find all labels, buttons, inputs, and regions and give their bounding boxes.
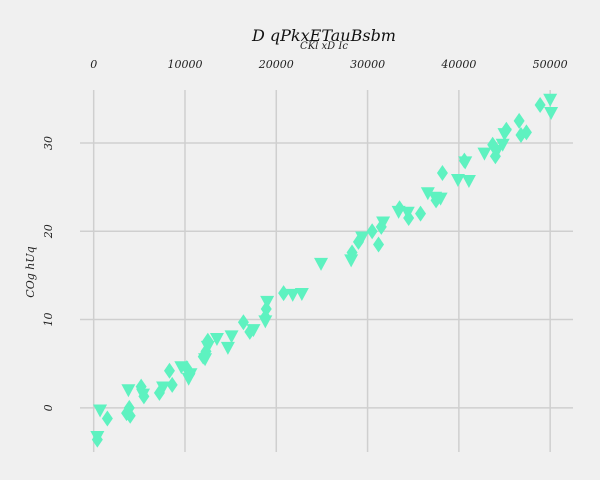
- x-tick-label: 10000: [167, 58, 202, 71]
- triangle-marker: [477, 147, 492, 161]
- triangle-marker: [135, 388, 150, 402]
- triangle-marker: [458, 156, 473, 170]
- diamond-marker: [520, 124, 532, 141]
- y-tick-label: 0: [42, 404, 55, 411]
- diamond-marker: [436, 164, 448, 181]
- diamond-marker: [124, 407, 136, 424]
- triangle-marker: [183, 368, 198, 382]
- diamond-marker: [101, 410, 113, 427]
- triangle-marker: [200, 340, 215, 354]
- triangle-marker: [355, 231, 370, 245]
- point-layer: [90, 93, 559, 448]
- triangle-marker: [450, 174, 465, 188]
- triangle-marker: [314, 257, 329, 271]
- triangle-marker: [224, 330, 239, 344]
- diamond-marker: [373, 236, 385, 253]
- triangle-marker: [490, 144, 505, 158]
- triangle-marker: [174, 361, 189, 375]
- x-tick-label: 30000: [350, 58, 385, 71]
- x-tick-label: 20000: [258, 58, 294, 71]
- diamond-marker: [278, 285, 290, 302]
- triangle-marker: [285, 288, 300, 302]
- y-axis-label: COg hUq: [24, 246, 37, 297]
- diamond-marker: [513, 112, 525, 129]
- triangle-marker: [495, 138, 510, 152]
- tick-layer: 0 10000 20000 30000 40000 50000 0 10 20 30: [42, 58, 568, 411]
- triangle-marker: [433, 192, 448, 206]
- chart-subtitle: CKl xD Ic: [300, 41, 348, 52]
- diamond-marker: [163, 362, 175, 379]
- y-tick-label: 30: [42, 136, 55, 150]
- diamond-marker: [237, 314, 249, 331]
- triangle-marker: [220, 341, 235, 355]
- y-tick-label: 10: [42, 313, 55, 327]
- triangle-marker: [400, 206, 415, 220]
- triangle-marker: [260, 295, 275, 309]
- triangle-marker: [156, 381, 171, 395]
- triangle-marker: [121, 384, 136, 398]
- triangle-marker: [90, 430, 105, 444]
- triangle-marker: [544, 106, 559, 120]
- triangle-marker: [461, 174, 476, 188]
- triangle-marker: [246, 324, 261, 338]
- triangle-marker: [209, 332, 224, 346]
- x-tick-label: 40000: [440, 58, 476, 71]
- triangle-marker: [420, 187, 435, 201]
- x-tick-label: 50000: [533, 58, 568, 71]
- diamond-marker: [415, 205, 427, 222]
- triangle-marker: [344, 254, 359, 268]
- chart-title: D qPkxETauBsbm: [251, 26, 396, 45]
- grid-layer: [80, 90, 573, 452]
- triangle-marker: [294, 287, 309, 301]
- triangle-marker: [543, 93, 558, 107]
- triangle-marker: [497, 128, 512, 142]
- diamond-marker: [534, 97, 546, 114]
- triangle-marker: [198, 353, 213, 367]
- diamond-marker: [366, 223, 378, 240]
- triangle-marker: [258, 315, 273, 329]
- triangle-marker: [93, 404, 108, 418]
- y-tick-label: 20: [42, 224, 55, 239]
- diamond-marker: [166, 376, 178, 393]
- x-tick-label: 0: [90, 58, 97, 71]
- triangle-marker: [376, 216, 391, 230]
